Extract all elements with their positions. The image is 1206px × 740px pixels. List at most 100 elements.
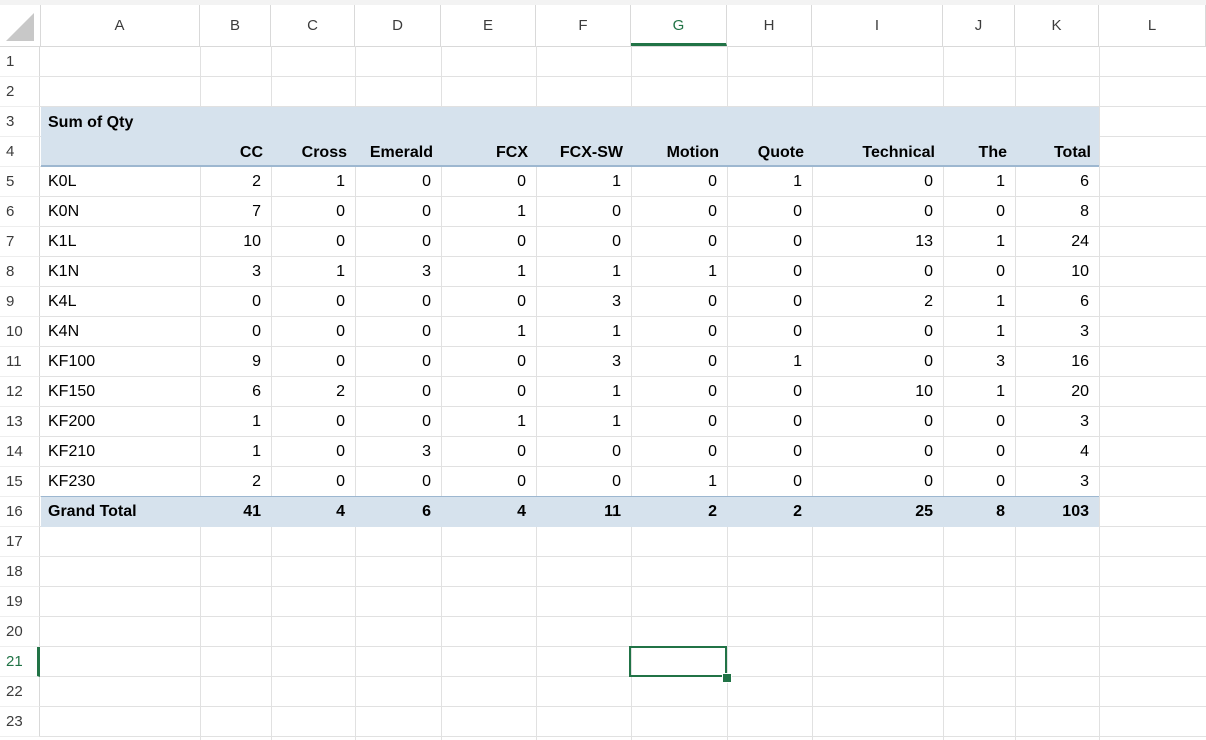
- pivot-value-cell[interactable]: 2: [252, 473, 261, 490]
- row-header-4[interactable]: 4: [0, 137, 40, 167]
- pivot-value-cell[interactable]: 3: [1080, 323, 1089, 340]
- pivot-value-cell[interactable]: 0: [793, 293, 802, 310]
- pivot-value-cell[interactable]: 3: [422, 263, 431, 280]
- column-header-d[interactable]: D: [355, 5, 441, 46]
- pivot-value-cell[interactable]: 10: [915, 383, 933, 400]
- row-header-21[interactable]: 21: [0, 647, 40, 677]
- pivot-column-header[interactable]: FCX-SW: [559, 144, 623, 161]
- column-header-l[interactable]: L: [1099, 5, 1206, 46]
- pivot-value-cell[interactable]: 0: [996, 413, 1005, 430]
- pivot-value-cell[interactable]: 0: [517, 353, 526, 370]
- column-header-g[interactable]: G: [631, 5, 727, 46]
- row-header-3[interactable]: 3: [0, 107, 40, 137]
- row-header-13[interactable]: 13: [0, 407, 40, 437]
- pivot-value-cell[interactable]: 0: [336, 413, 345, 430]
- pivot-value-cell[interactable]: 0: [422, 413, 431, 430]
- pivot-row-label[interactable]: KF150: [48, 383, 96, 400]
- pivot-value-cell[interactable]: 0: [996, 473, 1005, 490]
- pivot-value-cell[interactable]: 1: [708, 473, 717, 490]
- pivot-row-label[interactable]: KF200: [48, 413, 96, 430]
- pivot-value-cell[interactable]: 24: [1071, 233, 1089, 250]
- pivot-column-header[interactable]: Motion: [666, 144, 719, 161]
- pivot-value-cell[interactable]: 0: [252, 323, 261, 340]
- row-header-6[interactable]: 6: [0, 197, 40, 227]
- pivot-value-cell[interactable]: 6: [1080, 293, 1089, 310]
- grand-total-value[interactable]: 103: [1062, 503, 1089, 520]
- pivot-value-cell[interactable]: 16: [1071, 353, 1089, 370]
- pivot-row-label[interactable]: K1L: [48, 233, 77, 250]
- pivot-value-cell[interactable]: 0: [517, 473, 526, 490]
- pivot-title[interactable]: Sum of Qty: [48, 114, 134, 131]
- pivot-column-header[interactable]: Technical: [862, 144, 935, 161]
- pivot-value-cell[interactable]: 0: [924, 203, 933, 220]
- row-header-22[interactable]: 22: [0, 677, 40, 707]
- pivot-value-cell[interactable]: 3: [422, 443, 431, 460]
- pivot-value-cell[interactable]: 0: [793, 473, 802, 490]
- pivot-value-cell[interactable]: 0: [793, 323, 802, 340]
- pivot-value-cell[interactable]: 0: [924, 173, 933, 190]
- pivot-value-cell[interactable]: 0: [924, 413, 933, 430]
- pivot-value-cell[interactable]: 0: [422, 383, 431, 400]
- row-header-19[interactable]: 19: [0, 587, 40, 617]
- pivot-column-header[interactable]: CC: [239, 144, 263, 161]
- pivot-value-cell[interactable]: 4: [1080, 443, 1089, 460]
- row-header-23[interactable]: 23: [0, 707, 40, 737]
- grand-total-value[interactable]: 2: [708, 503, 717, 520]
- grand-total-value[interactable]: 25: [915, 503, 933, 520]
- pivot-value-cell[interactable]: 0: [422, 473, 431, 490]
- pivot-value-cell[interactable]: 0: [708, 173, 717, 190]
- grand-total-value[interactable]: 6: [422, 503, 431, 520]
- pivot-value-cell[interactable]: 0: [612, 203, 621, 220]
- pivot-value-cell[interactable]: 0: [336, 203, 345, 220]
- pivot-value-cell[interactable]: 1: [517, 323, 526, 340]
- column-header-j[interactable]: J: [943, 5, 1015, 46]
- pivot-value-cell[interactable]: 0: [517, 383, 526, 400]
- pivot-value-cell[interactable]: 0: [517, 293, 526, 310]
- pivot-value-cell[interactable]: 0: [336, 293, 345, 310]
- pivot-value-cell[interactable]: 0: [924, 263, 933, 280]
- pivot-value-cell[interactable]: 1: [612, 383, 621, 400]
- row-header-17[interactable]: 17: [0, 527, 40, 557]
- pivot-value-cell[interactable]: 0: [422, 203, 431, 220]
- row-header-9[interactable]: 9: [0, 287, 40, 317]
- pivot-value-cell[interactable]: 0: [517, 173, 526, 190]
- pivot-value-cell[interactable]: 13: [915, 233, 933, 250]
- pivot-value-cell[interactable]: 6: [252, 383, 261, 400]
- pivot-value-cell[interactable]: 1: [612, 263, 621, 280]
- pivot-value-cell[interactable]: 0: [422, 173, 431, 190]
- pivot-value-cell[interactable]: 1: [996, 323, 1005, 340]
- pivot-value-cell[interactable]: 0: [422, 233, 431, 250]
- pivot-value-cell[interactable]: 0: [336, 473, 345, 490]
- column-header-h[interactable]: H: [727, 5, 812, 46]
- fill-handle[interactable]: [722, 673, 732, 683]
- pivot-value-cell[interactable]: 0: [996, 443, 1005, 460]
- pivot-row-label[interactable]: KF230: [48, 473, 96, 490]
- pivot-row-label[interactable]: K4N: [48, 323, 80, 340]
- row-header-18[interactable]: 18: [0, 557, 40, 587]
- pivot-row-label[interactable]: K4L: [48, 293, 77, 310]
- pivot-value-cell[interactable]: 1: [996, 383, 1005, 400]
- pivot-row-label[interactable]: KF100: [48, 353, 96, 370]
- row-header-5[interactable]: 5: [0, 167, 40, 197]
- pivot-value-cell[interactable]: 1: [793, 353, 802, 370]
- pivot-value-cell[interactable]: 1: [996, 233, 1005, 250]
- pivot-column-header[interactable]: Quote: [757, 144, 804, 161]
- pivot-value-cell[interactable]: 0: [708, 293, 717, 310]
- pivot-column-header[interactable]: Emerald: [369, 144, 433, 161]
- pivot-column-header[interactable]: Total: [1053, 144, 1091, 161]
- pivot-value-cell[interactable]: 3: [1080, 473, 1089, 490]
- pivot-value-cell[interactable]: 0: [708, 383, 717, 400]
- pivot-value-cell[interactable]: 1: [612, 413, 621, 430]
- pivot-value-cell[interactable]: 2: [252, 173, 261, 190]
- pivot-value-cell[interactable]: 0: [336, 443, 345, 460]
- column-header-b[interactable]: B: [200, 5, 271, 46]
- pivot-value-cell[interactable]: 3: [996, 353, 1005, 370]
- pivot-value-cell[interactable]: 0: [793, 233, 802, 250]
- pivot-row-label[interactable]: K0L: [48, 173, 77, 190]
- pivot-value-cell[interactable]: 0: [793, 443, 802, 460]
- pivot-value-cell[interactable]: 0: [612, 443, 621, 460]
- pivot-value-cell[interactable]: 0: [708, 203, 717, 220]
- row-header-15[interactable]: 15: [0, 467, 40, 497]
- pivot-value-cell[interactable]: 0: [252, 293, 261, 310]
- pivot-column-header[interactable]: Cross: [301, 144, 347, 161]
